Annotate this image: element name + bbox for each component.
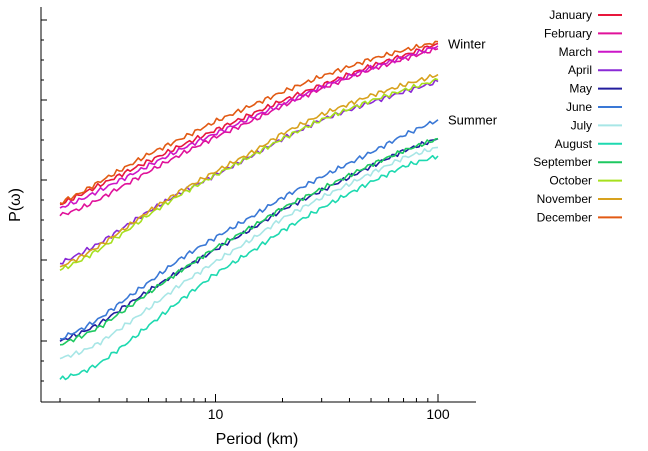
axes (40, 7, 476, 403)
series-line-may (59, 137, 439, 342)
legend-label: February (544, 26, 592, 40)
legend-item-june: June (566, 100, 622, 114)
legend-label: June (566, 100, 592, 114)
x-tick-label: 10 (208, 406, 224, 422)
legend-label: April (568, 63, 592, 77)
annotations: Winter Summer (448, 36, 498, 127)
legend-item-july: July (571, 118, 622, 132)
y-axis-label: P(ω) (7, 188, 24, 222)
annotation-winter: Winter (448, 36, 486, 51)
series-line-october (59, 78, 439, 271)
legend-label: March (559, 45, 592, 59)
legend-item-august: August (555, 137, 622, 151)
legend-item-december: December (537, 210, 622, 224)
legend-label: October (549, 174, 592, 188)
legend-item-march: March (559, 45, 622, 59)
y-ticks (41, 19, 47, 382)
legend-item-february: February (544, 26, 622, 40)
legend-item-november: November (537, 192, 622, 206)
legend-item-september: September (533, 155, 622, 169)
series-line-january (59, 42, 439, 206)
legend: January February March April May June July Augu… (533, 8, 622, 224)
legend-item-january: January (549, 8, 622, 22)
x-tick-label: 100 (426, 406, 450, 422)
legend-label: May (569, 82, 592, 96)
legend-label: December (537, 210, 592, 224)
x-ticks: 10 100 (59, 394, 450, 422)
series-line-november (59, 73, 439, 268)
x-axis-label: Period (km) (216, 431, 299, 448)
series-line-september (59, 137, 439, 346)
series-line-june (59, 119, 439, 340)
series-line-march (59, 45, 439, 209)
series-line-december (59, 40, 439, 205)
legend-label: August (555, 137, 593, 151)
annotation-summer: Summer (448, 113, 498, 128)
legend-label: January (549, 8, 592, 22)
series-line-august (59, 154, 439, 381)
legend-label: July (571, 118, 592, 132)
series-lines (59, 40, 439, 381)
series-line-february (59, 46, 439, 217)
series-line-july (59, 146, 439, 360)
legend-item-april: April (568, 63, 622, 77)
legend-label: November (537, 192, 592, 206)
legend-item-may: May (569, 82, 622, 96)
legend-label: September (533, 155, 592, 169)
legend-item-october: October (549, 174, 622, 188)
